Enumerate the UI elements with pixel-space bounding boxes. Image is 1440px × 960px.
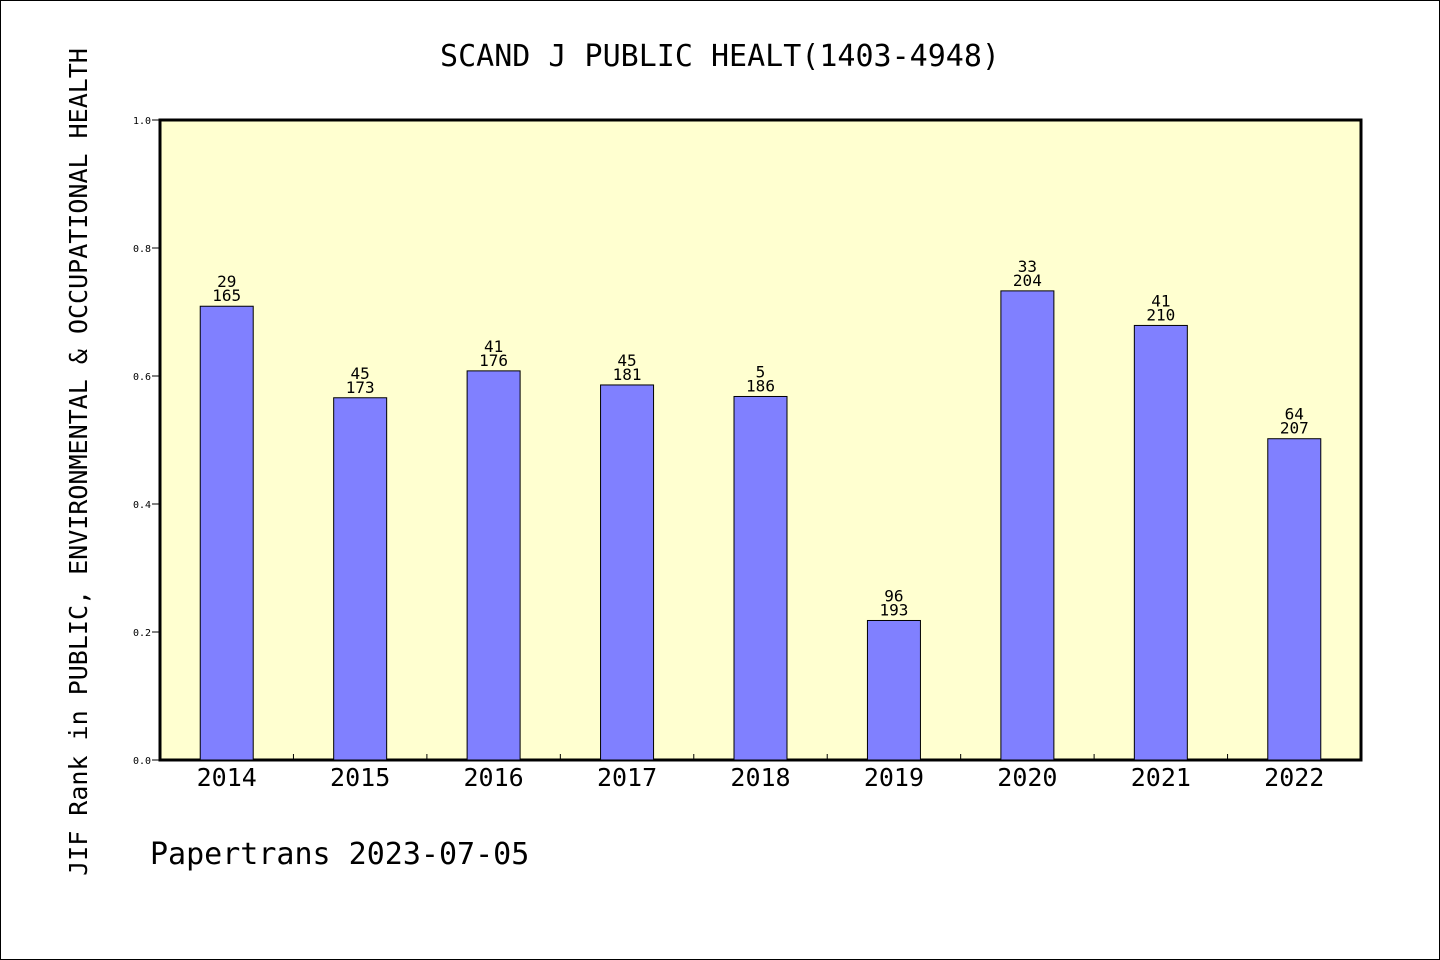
bar-2019 [866,619,921,761]
bar-rank-label: 96 [884,586,903,605]
bar-total-label: 210 [1146,305,1175,324]
bar-total-label: 186 [746,376,775,395]
bar-2015 [333,397,388,761]
bar-2016 [466,370,521,761]
y-axis: 0.0 0.2 0.4 0.6 0.8 1.0 [133,116,160,767]
bars-group [199,290,1322,761]
bar-2018 [733,395,788,761]
x-tick-label: 2014 [197,763,257,792]
y-axis-label: JIF Rank in PUBLIC, ENVIRONMENTAL & OCCU… [64,48,93,876]
bar-total-label: 204 [1013,271,1042,290]
bar-rank-label: 45 [351,364,370,383]
footer-source: Papertrans 2023-07-05 [150,837,529,872]
bar-total-label: 181 [613,365,642,384]
y-tick-label: 0.6 [133,372,151,383]
bar-rank-label: 41 [1151,291,1170,310]
bar-total-label: 207 [1280,419,1309,438]
bar-rank-label: 5 [756,362,766,381]
chart-title: SCAND J PUBLIC HEALT(1403-4948) [440,39,1000,74]
bar-2020 [1000,290,1055,761]
y-tick-label: 0.0 [133,756,151,767]
x-tick-label: 2022 [1264,763,1324,792]
y-tick-label: 0.8 [133,244,151,255]
bar-rank-label: 45 [617,351,636,370]
bar-total-label: 173 [346,378,375,397]
x-tick-label: 2018 [730,763,790,792]
x-tick-label: 2020 [997,763,1057,792]
y-tick-label: 0.2 [133,628,151,639]
x-tick-label: 2015 [330,763,390,792]
x-axis: 2014 2015 2016 2017 2018 2019 2020 2021 2022 [197,754,1324,792]
bar-rank-label: 29 [217,272,236,291]
bar-rank-label: 33 [1018,257,1037,276]
bar-rank-label: 41 [484,337,503,356]
x-tick-label: 2017 [597,763,657,792]
bar-2014 [199,305,254,761]
y-tick-label: 1.0 [133,116,151,127]
bar-2021 [1133,324,1188,761]
x-tick-label: 2019 [864,763,924,792]
x-tick-label: 2021 [1131,763,1191,792]
x-tick-label: 2016 [464,763,524,792]
bar-total-label: 165 [212,286,241,305]
y-tick-label: 0.4 [133,500,151,511]
bar-total-label: 176 [479,351,508,370]
bar-total-label: 193 [879,600,908,619]
bar-2022 [1267,438,1322,761]
bar-2017 [600,384,655,761]
bar-rank-label: 64 [1285,405,1304,424]
